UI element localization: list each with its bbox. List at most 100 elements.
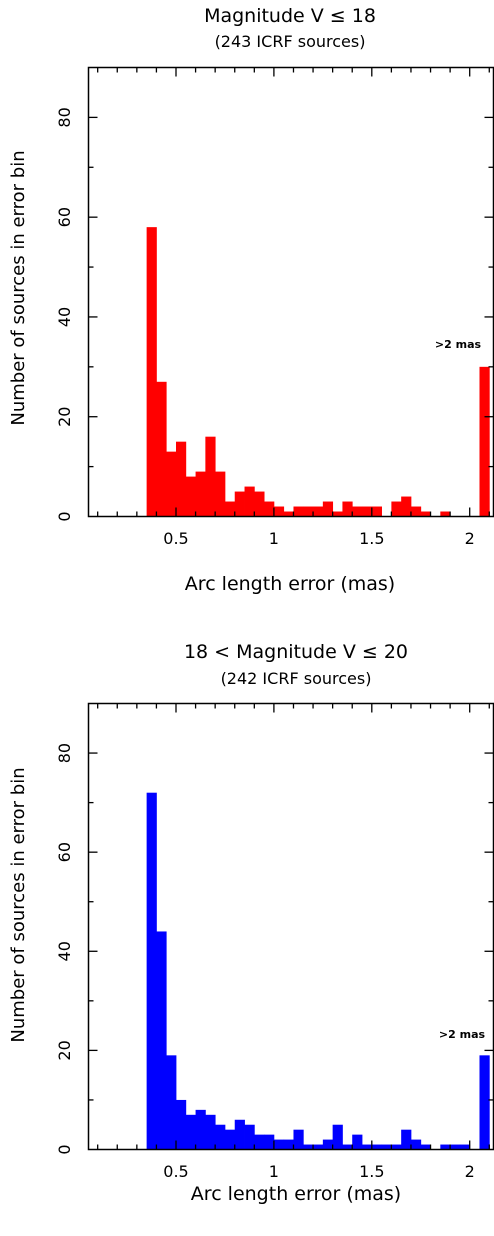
histogram-bar [401,496,412,517]
histogram-bar [146,227,157,517]
histogram-bar [185,1114,196,1150]
histogram-bar [195,471,206,517]
chart-subtitle: (243 ICRF sources) [215,32,366,51]
x-tick-label: 2 [465,1162,475,1181]
histogram-panel-v-le-18: Magnitude V ≤ 18 (243 ICRF sources) Numb… [8,5,494,595]
y-tick-label: 60 [55,842,74,862]
histogram-bar [254,491,265,517]
histogram-bar [342,1144,353,1150]
histogram-bar [440,511,451,517]
histogram-bar [410,506,422,517]
histogram-bar [479,366,490,517]
histogram-bar [244,1124,255,1150]
bar-group [146,792,490,1150]
y-tick-label: 20 [55,1040,74,1060]
histogram-bar [352,506,363,517]
histogram-bar [362,506,373,517]
histogram-bar [313,1144,324,1150]
y-tick-label: 40 [55,941,74,961]
histogram-bar [234,1119,245,1150]
x-tick-label: 2 [465,529,475,548]
histogram-bar [224,1129,236,1150]
y-tick-label: 0 [55,1144,74,1154]
chart-subtitle: (242 ICRF sources) [221,669,372,688]
histogram-bar [313,506,324,517]
histogram-bar [459,1144,471,1150]
histogram-bar [322,501,334,517]
histogram-bar [362,1144,373,1150]
histogram-bar [303,506,314,517]
annotation-label: >2 mas [439,1028,486,1041]
histogram-bar [303,1144,314,1150]
histogram-bar [264,501,275,517]
histogram-bar [215,1124,226,1150]
histogram-bar [342,501,353,517]
y-tick-label: 60 [55,207,74,227]
histogram-bar [352,1134,363,1150]
histogram-bar [166,1055,177,1150]
histogram-bar [185,476,196,517]
x-axis-label: Arc length error (mas) [191,1183,401,1205]
tick-group [88,67,494,517]
histogram-bar [420,1144,431,1150]
histogram-bar [156,381,167,517]
histogram-bar [450,1144,461,1150]
x-tick-label: 1.5 [359,1162,384,1181]
histogram-bar [156,931,167,1150]
histogram-bar [391,501,402,517]
histogram-bar [146,792,157,1150]
histogram-bar [273,506,285,517]
histogram-bar [410,1139,422,1150]
histogram-bar [420,511,431,517]
histogram-bar [264,1134,275,1150]
histogram-bar [244,486,255,517]
y-tick-label: 20 [55,407,74,427]
histogram-bar [322,1139,334,1150]
y-tick-label: 80 [55,743,74,763]
histogram-bar [401,1129,412,1150]
histogram-bar [205,1114,216,1150]
histogram-bar [371,1144,382,1150]
histogram-bar [283,511,294,517]
chart-title: 18 < Magnitude V ≤ 20 [184,641,408,663]
histogram-bar [293,506,304,517]
chart-title: Magnitude V ≤ 18 [204,5,376,27]
y-tick-label: 80 [55,107,74,127]
histogram-bar [273,1139,285,1150]
histogram-bar [205,436,216,517]
histogram-bar [371,506,382,517]
x-tick-label: 0.5 [163,1162,188,1181]
x-axis-label: Arc length error (mas) [185,573,395,595]
histogram-bar [195,1109,206,1150]
histogram-bar [234,491,245,517]
tick-group [88,703,494,1150]
histogram-bar [215,471,226,517]
histogram-bar [254,1134,265,1150]
annotation-label: >2 mas [435,338,482,351]
histogram-bar [224,501,236,517]
histogram-bar [391,1144,402,1150]
y-axis-label: Number of sources in error bin [8,150,29,425]
y-axis-label: Number of sources in error bin [8,767,29,1042]
histogram-bar [381,1144,392,1150]
histogram-bar [176,1099,187,1150]
histogram-bar [283,1139,294,1150]
histogram-panel-v-18-to-20: 18 < Magnitude V ≤ 20 (242 ICRF sources)… [8,641,494,1205]
bar-group [146,227,490,517]
y-tick-label: 40 [55,307,74,327]
x-tick-label: 1 [269,529,279,548]
x-tick-label: 1 [269,1162,279,1181]
histogram-bar [479,1055,490,1150]
histogram-bar [332,1124,343,1150]
y-tick-label: 0 [55,511,74,521]
x-tick-label: 1.5 [359,529,384,548]
histogram-bar [293,1129,304,1150]
histogram-bar [332,511,343,517]
histogram-bar [166,451,177,517]
histogram-bar [176,441,187,517]
x-tick-label: 0.5 [163,529,188,548]
histogram-bar [440,1144,451,1150]
